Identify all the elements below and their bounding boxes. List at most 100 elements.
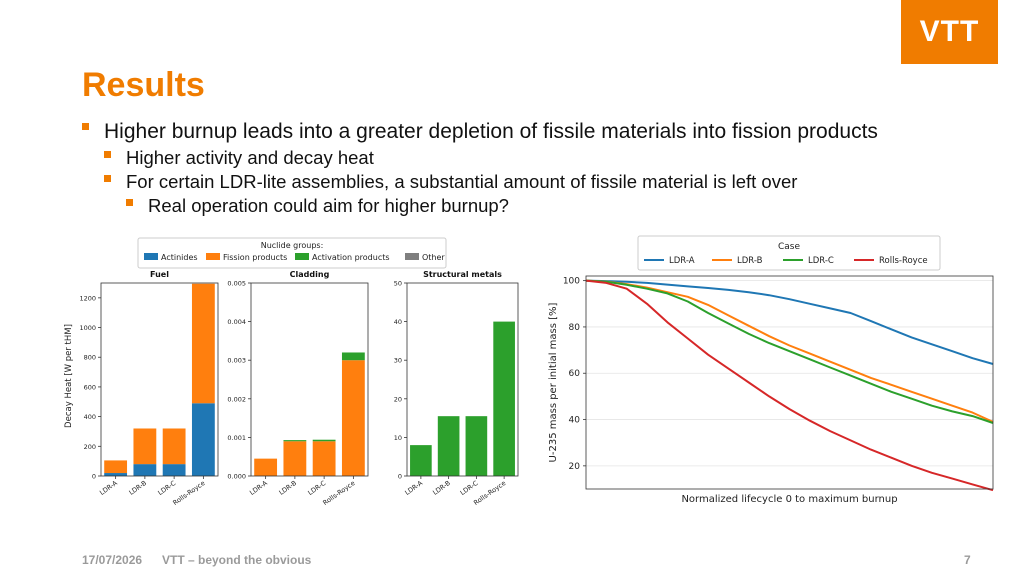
bar-legend: Nuclide groups: Actinides Fission products… — [137, 237, 447, 269]
bar-panel: Structural metals 0 10 20 30 40 50 LDR-A LDR-B LD… — [394, 270, 519, 507]
series-line — [585, 279, 994, 365]
bar-panel: Fuel 0 200 400 600 800 1000 1200 LDR-A LDR-B LDR-C… — [79, 270, 219, 507]
legend-title: Case — [778, 242, 800, 252]
legend-entry: Fission products — [223, 253, 287, 262]
footer-date: 17/07/2026 — [82, 553, 143, 567]
legend-entry: Rolls-Royce — [879, 256, 928, 266]
y-tick-label: 1200 — [79, 294, 96, 302]
legend-swatch — [144, 253, 158, 260]
x-tick-label: LDR-A — [248, 479, 269, 497]
y-tick-label: 80 — [569, 323, 581, 333]
bar-segment — [104, 460, 128, 474]
legend-entry: Activation products — [312, 253, 390, 262]
legend-swatch — [295, 253, 309, 260]
bullet-level2: Higher activity and decay heat — [104, 146, 878, 170]
y-tick-label: 0 — [398, 473, 402, 481]
bullet-square-icon — [104, 151, 111, 158]
bar-segment — [254, 458, 278, 476]
bar-segment — [133, 428, 157, 465]
bar-segment — [283, 441, 307, 476]
bullet-text: For certain LDR-lite assemblies, a subst… — [126, 171, 798, 192]
x-tick-label: Rolls-Royce — [321, 479, 356, 507]
bar-segment — [133, 464, 157, 476]
legend-swatch — [206, 253, 220, 260]
y-tick-label: 0.003 — [227, 357, 246, 365]
bullet-text: Higher burnup leads into a greater deple… — [104, 120, 878, 143]
series-line — [585, 279, 994, 492]
y-tick-label: 40 — [569, 416, 581, 426]
legend-entry: Actinides — [161, 253, 198, 262]
bar-panel: Cladding 0.000 0.001 0.002 0.003 0.004 0.005 LD… — [227, 270, 369, 507]
y-tick-label: 40 — [394, 318, 402, 326]
bullet-level1: Higher burnup leads into a greater deple… — [82, 118, 878, 146]
bullet-level3: Real operation could aim for higher burn… — [126, 194, 878, 218]
bar-segment — [465, 416, 488, 476]
bar-segment — [312, 441, 336, 476]
y-tick-label: 1000 — [79, 324, 96, 332]
bullet-list: Higher burnup leads into a greater deple… — [82, 118, 878, 218]
legend-entry: LDR-A — [669, 256, 695, 266]
y-tick-label: 0.001 — [227, 434, 246, 442]
x-tick-label: LDR-B — [277, 479, 298, 497]
footer-tagline: VTT – beyond the obvious — [162, 553, 312, 567]
plot-frame — [585, 275, 994, 490]
x-tick-label: LDR-A — [98, 479, 119, 497]
bar-segment — [493, 321, 515, 476]
bar-segment — [341, 352, 365, 361]
x-tick-label: LDR-B — [127, 479, 148, 497]
bar-segment — [104, 473, 128, 476]
bar-segment — [437, 416, 460, 476]
y-tick-label: 0.004 — [227, 318, 246, 326]
legend-entry: Other — [422, 253, 445, 262]
x-tick-label: LDR-B — [431, 479, 452, 497]
y-tick-label: 10 — [394, 434, 402, 442]
slide-title: Results — [82, 66, 205, 104]
legend-title: Nuclide groups: — [261, 241, 324, 250]
panel-title: Structural metals — [423, 270, 502, 279]
panel-title: Fuel — [150, 270, 169, 279]
legend-swatch — [405, 253, 419, 260]
x-tick-label: LDR-C — [459, 479, 480, 497]
line-legend: Case LDR-A LDR-B LDR-C Rolls-Royce — [637, 235, 941, 271]
y-tick-label: 0.005 — [227, 280, 246, 288]
x-tick-label: Rolls-Royce — [171, 479, 206, 507]
legend-entry: LDR-C — [808, 256, 834, 266]
y-tick-label: 50 — [394, 280, 402, 288]
bullet-text: Higher activity and decay heat — [126, 147, 374, 168]
x-tick-label: LDR-C — [306, 479, 327, 497]
bullet-square-icon — [104, 175, 111, 182]
bullet-square-icon — [82, 123, 89, 130]
panel-title: Cladding — [290, 270, 330, 279]
decay-heat-chart: Nuclide groups: Actinides Fission products… — [64, 237, 519, 507]
series-line — [585, 279, 994, 423]
panel-frame — [100, 282, 219, 477]
y-tick-label: 200 — [84, 443, 96, 451]
y-axis-label: Decay Heat [W per tHM] — [64, 324, 74, 428]
x-tick-label: LDR-C — [156, 479, 177, 497]
bar-segment — [283, 440, 307, 442]
series-line — [585, 279, 994, 424]
bullet-level2: For certain LDR-lite assemblies, a subst… — [104, 170, 878, 194]
y-tick-label: 100 — [563, 277, 580, 287]
x-axis-label: Normalized lifecycle 0 to maximum burnup — [681, 494, 897, 505]
legend-entry: LDR-B — [737, 256, 763, 266]
bullet-text: Real operation could aim for higher burn… — [148, 195, 509, 216]
bar-segment — [191, 283, 215, 404]
bar-segment — [312, 439, 336, 442]
legend-frame — [137, 237, 447, 269]
bar-segment — [341, 360, 365, 476]
bar-segment — [162, 464, 186, 476]
y-tick-label: 800 — [84, 354, 96, 362]
y-axis-label: U-235 mass per initial mass [%] — [548, 302, 559, 462]
panel-frame — [406, 282, 519, 477]
legend-frame — [637, 235, 941, 271]
y-tick-label: 60 — [569, 369, 581, 379]
y-tick-label: 400 — [84, 413, 96, 421]
y-tick-label: 20 — [394, 395, 402, 403]
y-tick-label: 0.000 — [227, 473, 246, 481]
y-tick-label: 0 — [92, 473, 96, 481]
footer-page-number: 7 — [964, 553, 971, 567]
bar-segment — [162, 428, 186, 465]
y-tick-label: 0.002 — [227, 395, 246, 403]
u235-depletion-chart: Case LDR-A LDR-B LDR-C Rolls-Royce 20 40 60 80 10… — [548, 235, 994, 505]
